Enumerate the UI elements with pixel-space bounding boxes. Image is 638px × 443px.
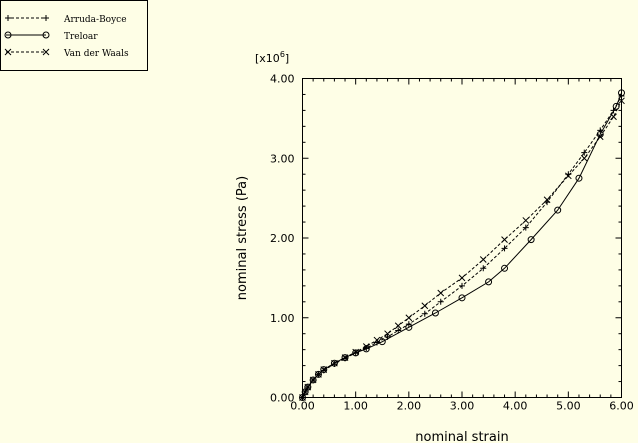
- y-axis-label: nominal stress (Pa): [235, 176, 250, 300]
- series-line-treloar: [302, 92, 622, 398]
- data-point-van-der-waals: [299, 394, 306, 401]
- x-tick-label: 2.00: [397, 400, 422, 413]
- y-tick-label: 3.00: [270, 152, 295, 165]
- x-tick-label: 6.00: [609, 400, 634, 413]
- y-multiplier-exponent: 6: [280, 50, 285, 59]
- data-point-treloar: [352, 349, 360, 357]
- data-point-treloar: [618, 89, 625, 97]
- legend-marker-start: [4, 31, 12, 39]
- series-line-arruda-boyce: [302, 95, 622, 398]
- data-point-treloar: [378, 338, 386, 346]
- data-point-treloar: [501, 264, 509, 272]
- data-point-van-der-waals: [437, 289, 445, 297]
- data-point-van-der-waals: [421, 302, 429, 310]
- data-point-van-der-waals: [610, 113, 617, 121]
- data-point-arruda-boyce: [421, 310, 428, 317]
- legend-label-treloar: Treloar: [64, 32, 98, 42]
- data-point-van-der-waals: [543, 196, 551, 204]
- x-tick-label: 3.00: [450, 400, 475, 413]
- x-tick-label: 0.00: [290, 400, 315, 413]
- series-van-der-waals: [299, 97, 625, 401]
- legend-marker-end: [43, 15, 49, 21]
- data-point-van-der-waals: [479, 256, 487, 263]
- legend-markers: [4, 15, 50, 56]
- legend: Arruda-Boyce Treloar Van der Waals: [0, 0, 148, 71]
- data-point-arruda-boyce: [581, 149, 588, 156]
- data-point-arruda-boyce: [501, 245, 508, 252]
- x-axis-label: nominal strain: [415, 430, 508, 443]
- data-point-van-der-waals: [315, 371, 322, 378]
- series-treloar: [299, 89, 625, 401]
- data-point-van-der-waals: [352, 348, 360, 356]
- data-point-treloar: [314, 370, 322, 378]
- data-point-treloar: [575, 174, 583, 182]
- data-point-van-der-waals: [501, 236, 508, 243]
- x-tick-label: 1.00: [343, 400, 368, 413]
- y-tick-label: 4.00: [270, 73, 295, 86]
- legend-label-van-der-waals: Van der Waals: [63, 49, 129, 59]
- legend-marker-start: [5, 15, 11, 21]
- data-point-arruda-boyce: [522, 224, 529, 231]
- data-point-van-der-waals: [320, 366, 328, 373]
- x-tick-label: 5.00: [556, 400, 581, 413]
- legend-marker-end: [42, 31, 50, 39]
- axis-ticks: [302, 78, 622, 398]
- y-multiplier: [x106]: [255, 50, 289, 65]
- legend-label-arruda-boyce: Arruda-Boyce: [63, 15, 127, 25]
- y-tick-label: 2.00: [270, 232, 295, 245]
- legend-marker-start: [4, 48, 12, 56]
- legend-entry-arruda-boyce: Arruda-Boyce: [6, 15, 127, 25]
- data-point-van-der-waals: [384, 330, 391, 338]
- data-point-treloar: [554, 206, 562, 214]
- data-point-van-der-waals: [405, 314, 413, 322]
- data-point-treloar: [341, 354, 349, 362]
- data-point-treloar: [320, 366, 328, 374]
- data-point-treloar: [485, 278, 493, 286]
- series-arruda-boyce: [299, 93, 625, 401]
- data-point-van-der-waals: [304, 383, 312, 391]
- axis-tick-labels: 0.00 1.00 2.00 3.00 4.00 5.00 6.00 0.00 1.00 2.00…: [270, 73, 634, 413]
- data-point-van-der-waals: [301, 388, 309, 396]
- data-point-van-der-waals: [331, 359, 338, 367]
- data-point-van-der-waals: [580, 154, 588, 162]
- y-tick-label: 1.00: [270, 312, 295, 325]
- data-point-van-der-waals: [373, 336, 381, 344]
- data-point-treloar: [330, 359, 338, 367]
- data-point-van-der-waals: [309, 376, 317, 384]
- x-tick-label: 4.00: [503, 400, 528, 413]
- data-point-arruda-boyce: [437, 298, 444, 305]
- legend-box: [0, 0, 148, 71]
- data-point-treloar: [458, 294, 466, 302]
- data-point-treloar: [304, 383, 312, 391]
- y-multiplier-prefix: [x10: [255, 52, 280, 65]
- data-point-treloar: [527, 236, 535, 244]
- legend-entry-van-der-waals: Van der Waals: [6, 49, 129, 59]
- legend-marker-end: [42, 48, 50, 56]
- data-point-arruda-boyce: [459, 282, 465, 289]
- data-point-van-der-waals: [458, 274, 466, 282]
- y-tick-label: 0.00: [270, 392, 295, 405]
- data-point-treloar: [405, 323, 413, 331]
- data-point-treloar: [309, 376, 317, 384]
- data-point-van-der-waals: [596, 133, 604, 141]
- series-line-van-der-waals: [302, 100, 622, 398]
- data-point-treloar: [431, 309, 439, 317]
- y-multiplier-suffix: ]: [285, 52, 289, 65]
- data-point-van-der-waals: [522, 217, 530, 224]
- legend-entry-treloar: Treloar: [6, 32, 98, 42]
- data-point-arruda-boyce: [480, 265, 487, 272]
- data-point-van-der-waals: [341, 354, 349, 361]
- data-point-van-der-waals: [564, 172, 572, 180]
- series-layer: [299, 89, 625, 401]
- data-point-van-der-waals: [394, 322, 402, 330]
- plot-frame: [302, 78, 622, 398]
- data-point-van-der-waals: [618, 97, 625, 105]
- data-point-van-der-waals: [362, 343, 370, 350]
